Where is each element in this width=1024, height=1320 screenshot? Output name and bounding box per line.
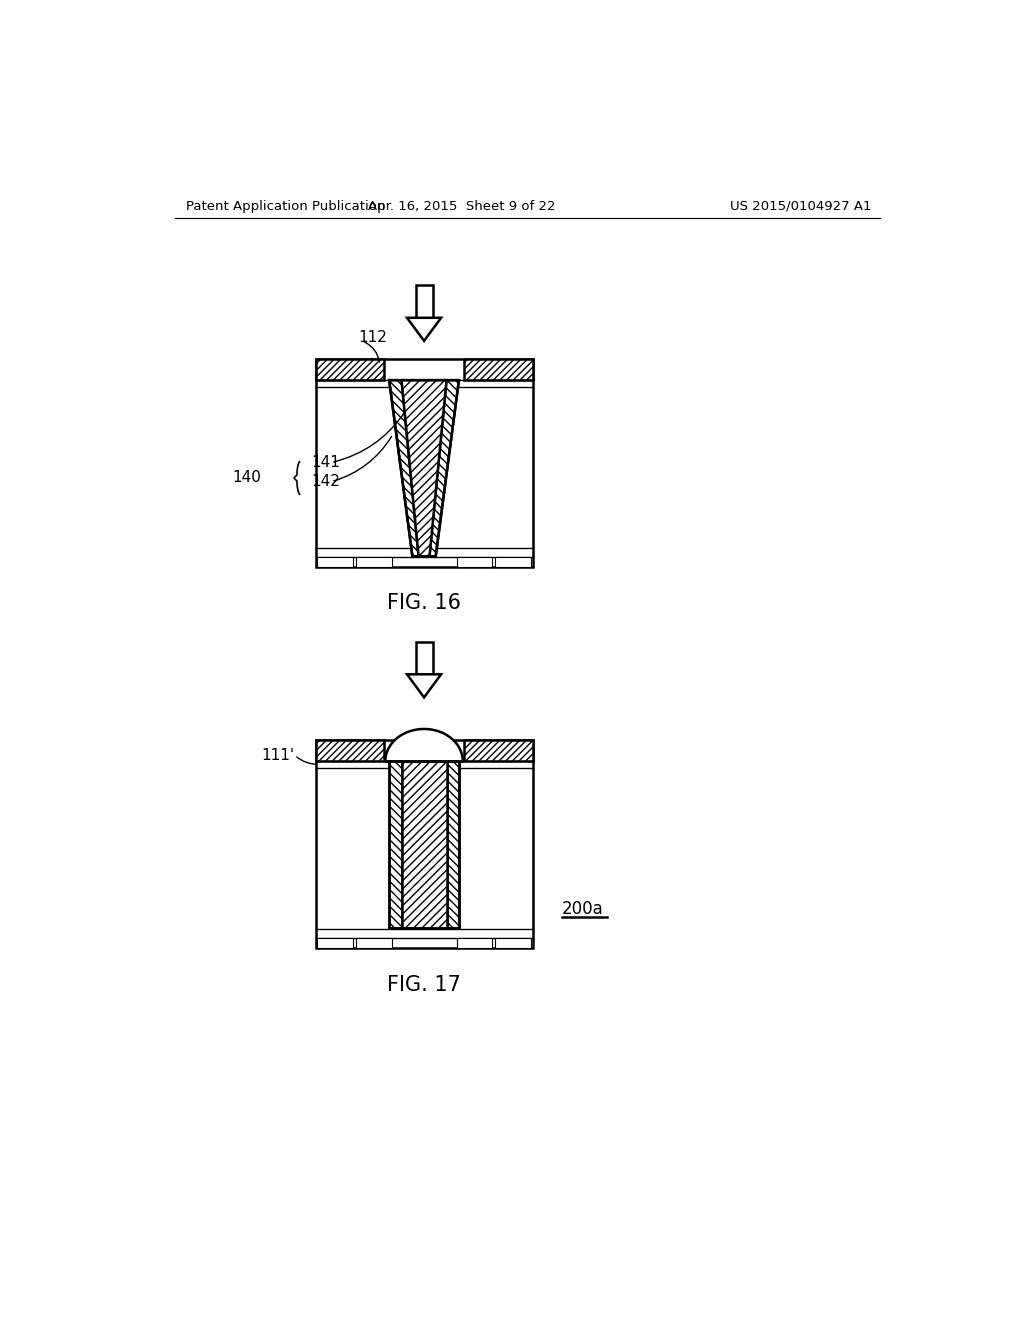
Bar <box>315 739 384 762</box>
Text: US 2015/0104927 A1: US 2015/0104927 A1 <box>730 199 872 213</box>
Bar <box>401 762 446 928</box>
Bar <box>356 939 391 948</box>
Text: 200a: 200a <box>562 900 604 919</box>
Bar <box>317 939 352 948</box>
Polygon shape <box>389 380 419 557</box>
Text: 112: 112 <box>358 330 387 345</box>
Text: 140: 140 <box>232 470 261 486</box>
Bar <box>416 285 432 318</box>
Text: Apr. 16, 2015  Sheet 9 of 22: Apr. 16, 2015 Sheet 9 of 22 <box>368 199 555 213</box>
Text: 142: 142 <box>311 474 341 490</box>
Text: Patent Application Publication: Patent Application Publication <box>186 199 385 213</box>
Text: FIG. 17: FIG. 17 <box>387 974 461 994</box>
Bar <box>317 557 352 566</box>
Polygon shape <box>385 729 463 762</box>
Bar <box>315 359 384 380</box>
Bar <box>464 739 532 762</box>
Bar <box>416 642 432 675</box>
Bar <box>457 939 493 948</box>
Polygon shape <box>407 318 441 341</box>
Text: FIG. 16: FIG. 16 <box>387 594 461 614</box>
Polygon shape <box>407 675 441 697</box>
Polygon shape <box>429 380 459 557</box>
Bar <box>446 762 459 928</box>
Bar <box>356 557 391 566</box>
Bar <box>315 739 532 948</box>
Bar <box>389 762 401 928</box>
Bar <box>496 557 531 566</box>
Text: 141: 141 <box>311 455 341 470</box>
Bar <box>315 359 532 566</box>
Polygon shape <box>401 380 446 557</box>
Text: 111': 111' <box>261 747 295 763</box>
Bar <box>457 557 493 566</box>
Bar <box>496 939 531 948</box>
Bar <box>464 359 532 380</box>
Bar <box>389 762 459 928</box>
